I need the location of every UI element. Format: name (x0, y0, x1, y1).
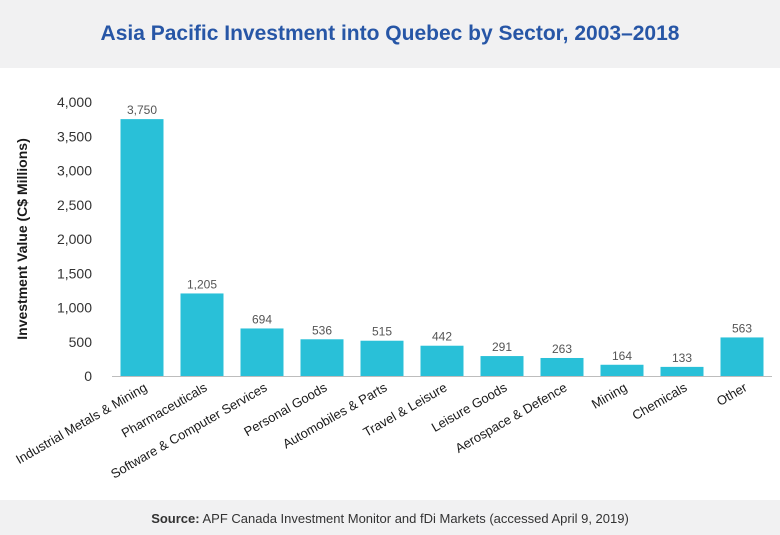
data-label: 442 (432, 330, 452, 344)
y-tick-label: 2,000 (57, 231, 92, 247)
source-text: APF Canada Investment Monitor and fDi Ma… (202, 511, 629, 526)
data-label: 694 (252, 312, 272, 326)
bar (180, 293, 224, 376)
data-label: 1,205 (187, 277, 217, 291)
data-label: 563 (732, 321, 752, 335)
chart-title: Asia Pacific Investment into Quebec by S… (100, 22, 680, 45)
y-tick-label: 3,500 (57, 128, 92, 144)
source-note: Source: APF Canada Investment Monitor an… (0, 511, 780, 526)
x-tick-label: Chemicals (629, 379, 689, 423)
source-label: Source: (151, 511, 200, 526)
y-tick-label: 1,500 (57, 265, 92, 281)
y-tick-label: 0 (84, 368, 92, 384)
bar (120, 119, 164, 376)
bar (300, 339, 344, 376)
data-label: 263 (552, 342, 572, 356)
bar (480, 356, 524, 376)
y-tick-label: 1,000 (57, 300, 92, 316)
y-axis: Investment Value (C$ Millions) 0 500 1,000 1… (14, 94, 92, 384)
source-band: Source: APF Canada Investment Monitor an… (0, 500, 780, 535)
data-label: 515 (372, 325, 392, 339)
x-tick-label: Other (714, 379, 750, 409)
bar (600, 364, 644, 376)
data-label: 164 (612, 349, 632, 363)
data-label: 133 (672, 351, 692, 365)
bars: 3,750 1,205 694 536 515 442 291 263 164 133 563 (120, 103, 764, 376)
x-tick-label: Automobiles & Parts (280, 379, 390, 451)
data-label: 3,750 (127, 103, 157, 117)
x-tick-label: Mining (589, 380, 630, 412)
data-label: 536 (312, 323, 332, 337)
bar (540, 357, 584, 376)
data-label: 291 (492, 340, 512, 354)
y-tick-label: 500 (69, 334, 93, 350)
y-axis-label: Investment Value (C$ Millions) (14, 138, 30, 340)
y-tick-label: 4,000 (57, 94, 92, 110)
bar (660, 366, 704, 376)
x-tick-label: Aerospace & Defence (452, 380, 569, 456)
bar (360, 340, 404, 376)
bar (720, 337, 764, 376)
y-tick-label: 3,000 (57, 163, 92, 179)
y-tick-label: 2,500 (57, 197, 92, 213)
bar (240, 328, 284, 376)
bar-chart: Investment Value (C$ Millions) 0 500 1,000 1… (13, 94, 772, 481)
x-axis: Industrial Metals & MiningPharmaceutical… (13, 376, 772, 481)
title-band: Asia Pacific Investment into Quebec by S… (0, 0, 780, 68)
bar (420, 345, 464, 376)
